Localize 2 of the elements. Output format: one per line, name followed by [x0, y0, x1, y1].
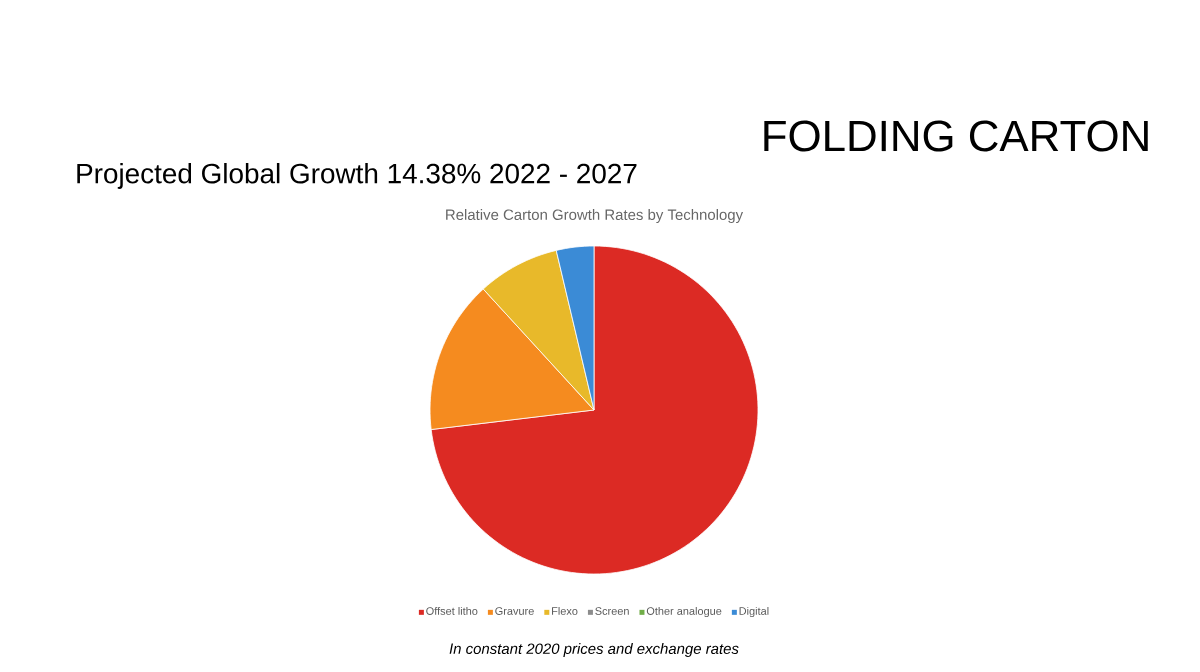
chart-subtitle: Projected Global Growth 14.38% 2022 - 2027 — [77, 162, 637, 189]
text: FOLDING CARTON — [764, 120, 1148, 152]
